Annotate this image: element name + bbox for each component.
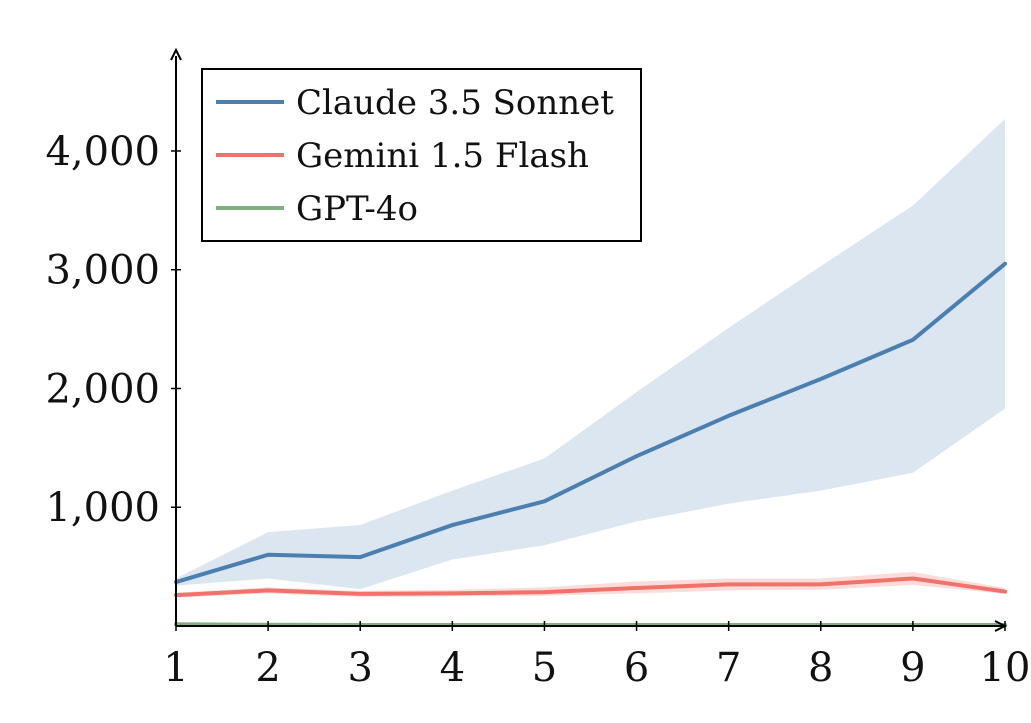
y-tick-label-4000: 4,000 — [45, 129, 160, 175]
x-tick-label-6: 6 — [624, 645, 649, 691]
line-gemini-1-5-flash — [174, 576, 1007, 598]
x-tick-label-5: 5 — [532, 645, 557, 691]
x-tick-label-3: 3 — [347, 645, 372, 691]
y-tick-label-2000: 2,000 — [45, 366, 160, 412]
legend-label-claude-3-5-sonnet: Claude 3.5 Sonnet — [296, 83, 614, 123]
band-gemini-1-5-flash — [176, 571, 1005, 598]
band-claude-3-5-sonnet — [176, 118, 1005, 590]
y-axis-arrow — [170, 47, 182, 61]
line-claude-3-5-sonnet — [174, 261, 1007, 585]
x-tick-label-9: 9 — [900, 645, 925, 691]
x-tick-label-2: 2 — [255, 645, 280, 691]
y-tick-label-1000: 1,000 — [45, 485, 160, 531]
x-tick-label-1: 1 — [163, 645, 188, 691]
x-tick-label-8: 8 — [808, 645, 833, 691]
y-axis-ticks: 1,000 2,000 3,000 4,000 — [45, 129, 181, 531]
legend-label-gpt-4o: GPT-4o — [296, 189, 418, 229]
legend: Claude 3.5 Sonnet Gemini 1.5 Flash GPT-4o — [201, 68, 642, 242]
line-gpt-4o — [174, 622, 1007, 628]
legend-label-gemini-1-5-flash: Gemini 1.5 Flash — [296, 136, 589, 176]
x-tick-label-7: 7 — [716, 645, 741, 691]
y-tick-label-3000: 3,000 — [45, 248, 160, 294]
x-tick-label-10: 10 — [980, 645, 1031, 691]
x-tick-label-4: 4 — [440, 645, 465, 691]
x-axis-ticks: 1 2 3 4 5 6 7 8 9 10 — [163, 621, 1030, 691]
